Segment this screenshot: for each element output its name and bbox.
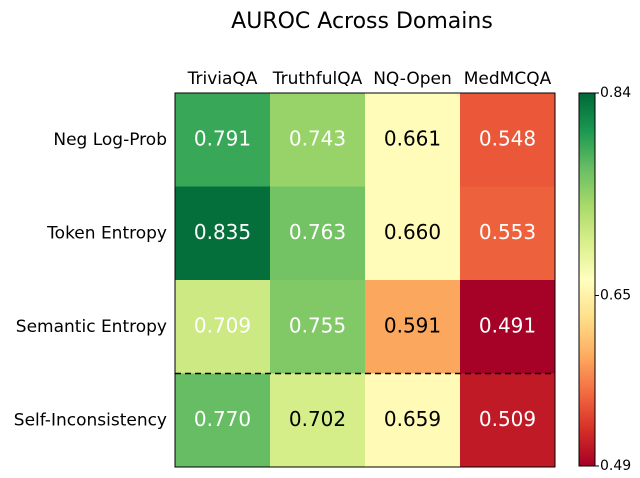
value-label: 0.770 <box>194 407 251 431</box>
colorbar-tick-label: 0.65 <box>600 287 631 303</box>
value-label: 0.702 <box>289 407 346 431</box>
x-tick-label: TriviaQA <box>187 69 258 89</box>
value-label: 0.659 <box>384 407 441 431</box>
value-label: 0.509 <box>479 407 536 431</box>
heatmap-cell <box>175 93 271 187</box>
value-label: 0.660 <box>384 220 441 244</box>
heatmap-cell <box>460 93 556 187</box>
heatmap-cell <box>365 186 461 281</box>
x-tick-label: MedMCQA <box>464 69 552 89</box>
value-label: 0.709 <box>194 313 251 337</box>
heatmap-cell <box>270 280 366 374</box>
value-label: 0.835 <box>194 220 251 244</box>
colorbar-tick-label: 0.49 <box>600 458 631 474</box>
colorbar <box>578 92 596 467</box>
x-tick-label: TruthfulQA <box>272 69 363 89</box>
y-tick-label: Semantic Entropy <box>16 317 167 337</box>
value-label: 0.591 <box>384 313 441 337</box>
heatmap-cell <box>460 280 556 374</box>
heatmap-cell <box>365 280 461 374</box>
value-label: 0.553 <box>479 220 536 244</box>
value-label: 0.743 <box>289 126 346 150</box>
y-tick-label: Token Entropy <box>46 223 167 243</box>
heatmap-cell <box>365 373 461 468</box>
heatmap-cell <box>270 93 366 187</box>
heatmap-cell <box>460 373 556 468</box>
heatmap-cell <box>175 186 271 281</box>
heatmap-cell <box>270 373 366 468</box>
heatmap-cell <box>175 373 271 468</box>
heatmap-cell <box>270 186 366 281</box>
y-tick-label: Self-Inconsistency <box>14 410 167 430</box>
heatmap-cell <box>365 93 461 187</box>
value-label: 0.763 <box>289 220 346 244</box>
heatmap-cell <box>460 186 556 281</box>
value-label: 0.491 <box>479 313 536 337</box>
value-label: 0.548 <box>479 126 536 150</box>
colorbar-tick-label: 0.84 <box>600 85 631 101</box>
value-label: 0.755 <box>289 313 346 337</box>
heatmap-frame <box>174 92 556 468</box>
chart-title: AUROC Across Domains <box>231 9 493 34</box>
value-label: 0.661 <box>384 126 441 150</box>
x-tick-label: NQ-Open <box>373 69 452 89</box>
value-label: 0.791 <box>194 126 251 150</box>
heatmap-cell <box>175 280 271 374</box>
y-tick-label: Neg Log-Prob <box>53 130 167 150</box>
